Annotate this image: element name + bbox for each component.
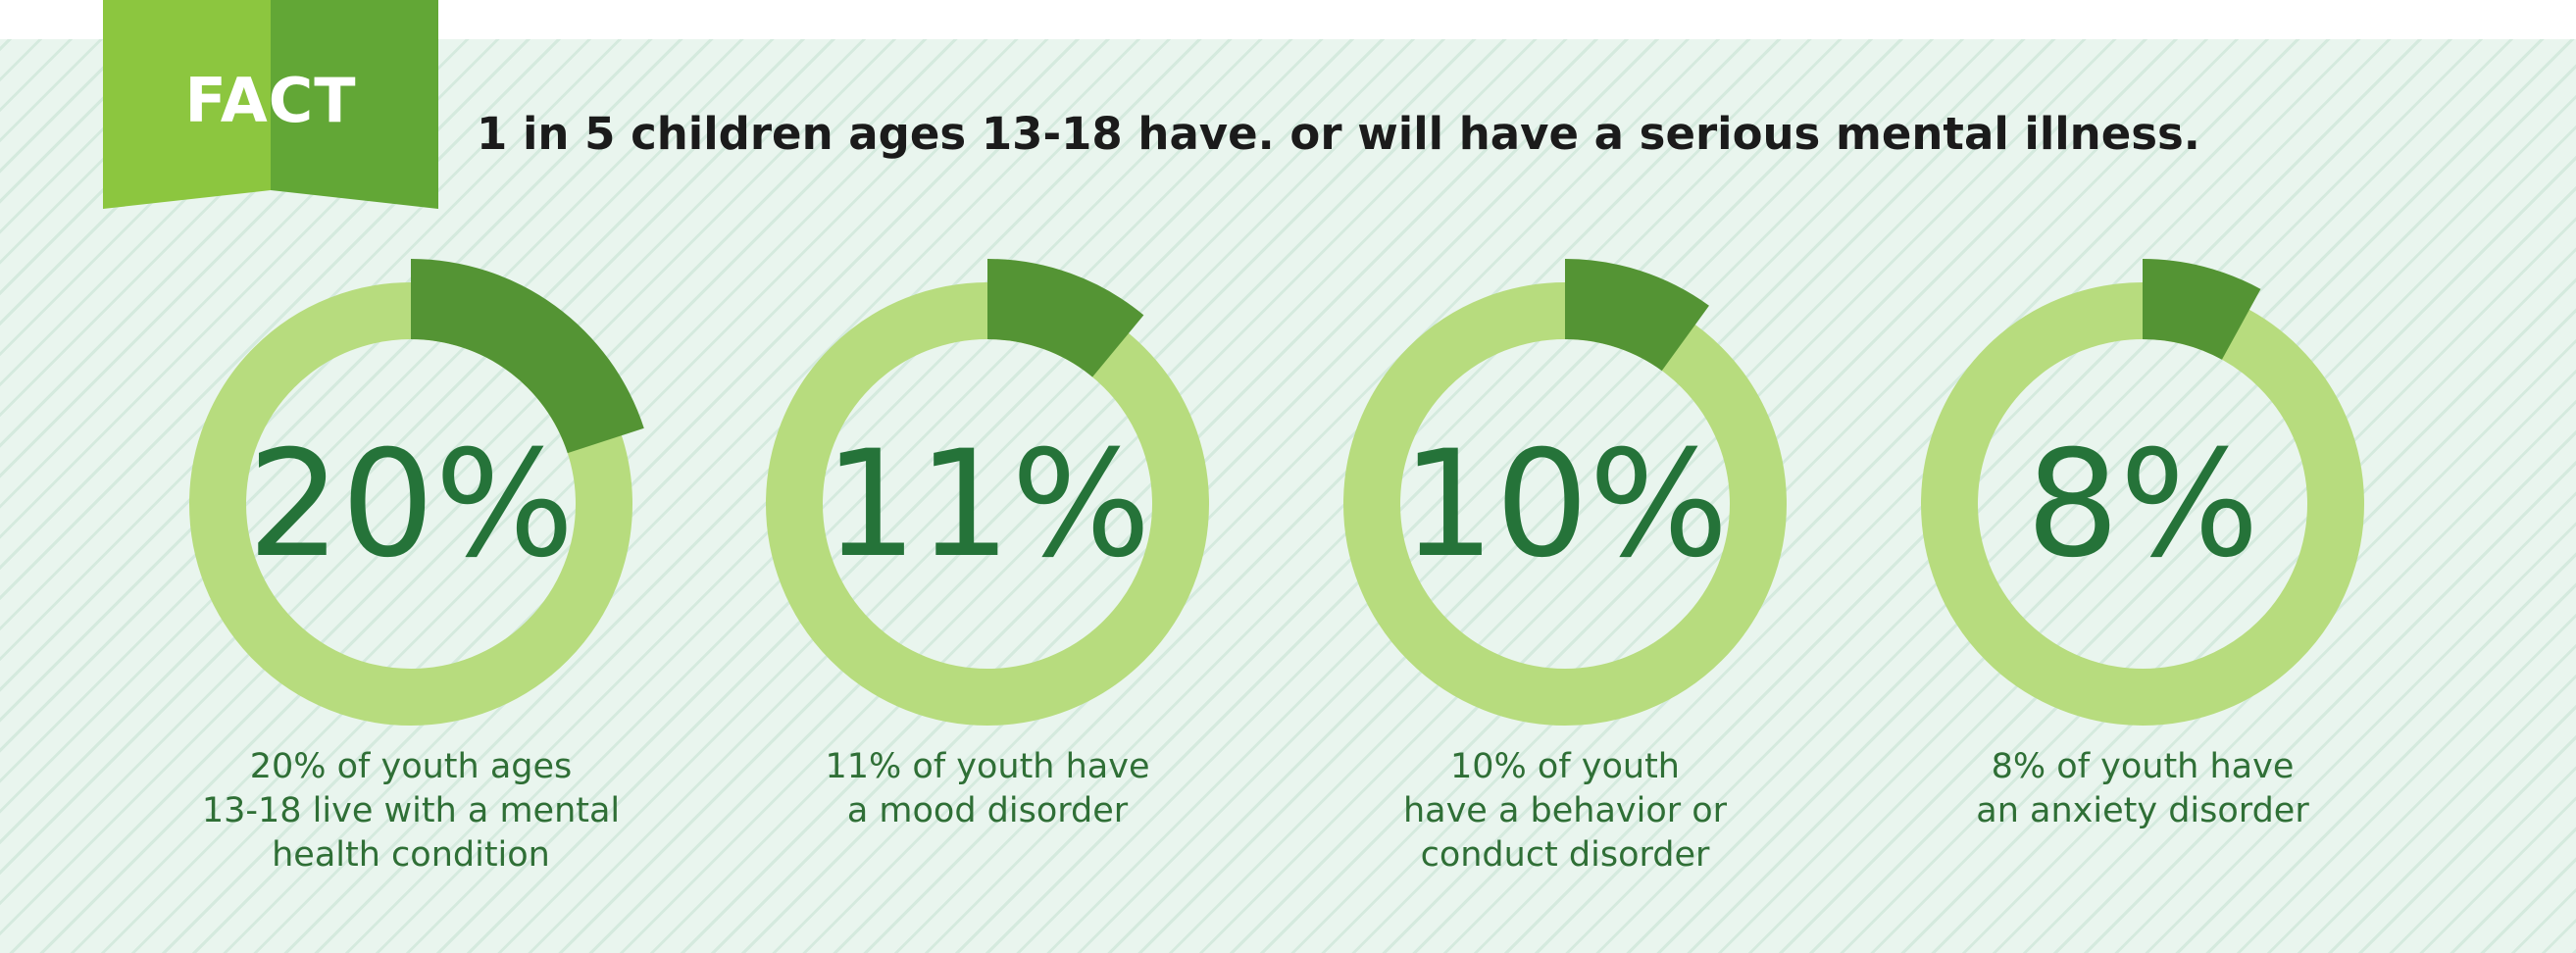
ring-segment-8: [2143, 259, 2261, 360]
caption-20: 20% of youth ages 13-18 live with a menta…: [185, 745, 636, 878]
caption-line: 11% of youth have: [825, 747, 1150, 786]
ring-segment-11: [987, 259, 1144, 377]
caption-line: 20% of youth ages: [249, 747, 573, 786]
caption-line: health condition: [272, 835, 550, 875]
caption-line: conduct disorder: [1420, 835, 1710, 875]
headline: 1 in 5 children ages 13-18 have. or will…: [477, 108, 2200, 160]
fact-label: FACT: [184, 65, 357, 136]
caption-8: 8% of youth have an anxiety disorder: [1917, 745, 2368, 833]
percent-label-8: 8%: [2026, 420, 2259, 590]
caption-line: 13-18 live with a mental: [201, 791, 621, 830]
percent-label-10: 10%: [1401, 420, 1728, 590]
percent-label-11: 11%: [824, 420, 1150, 590]
caption-line: an anxiety disorder: [1976, 791, 2309, 830]
caption-line: a mood disorder: [846, 791, 1129, 830]
caption-line: have a behavior or: [1402, 791, 1728, 830]
fact-badge: FACT: [103, 0, 438, 209]
percent-label-20: 20%: [247, 420, 574, 590]
caption-11: 11% of youth have a mood disorder: [762, 745, 1213, 833]
caption-10: 10% of youth have a behavior or conduct di…: [1339, 745, 1791, 878]
ring-segment-10: [1565, 259, 1709, 372]
caption-line: 10% of youth: [1450, 747, 1680, 786]
caption-line: 8% of youth have: [1991, 747, 2295, 786]
ring-segment-20: [411, 259, 644, 454]
